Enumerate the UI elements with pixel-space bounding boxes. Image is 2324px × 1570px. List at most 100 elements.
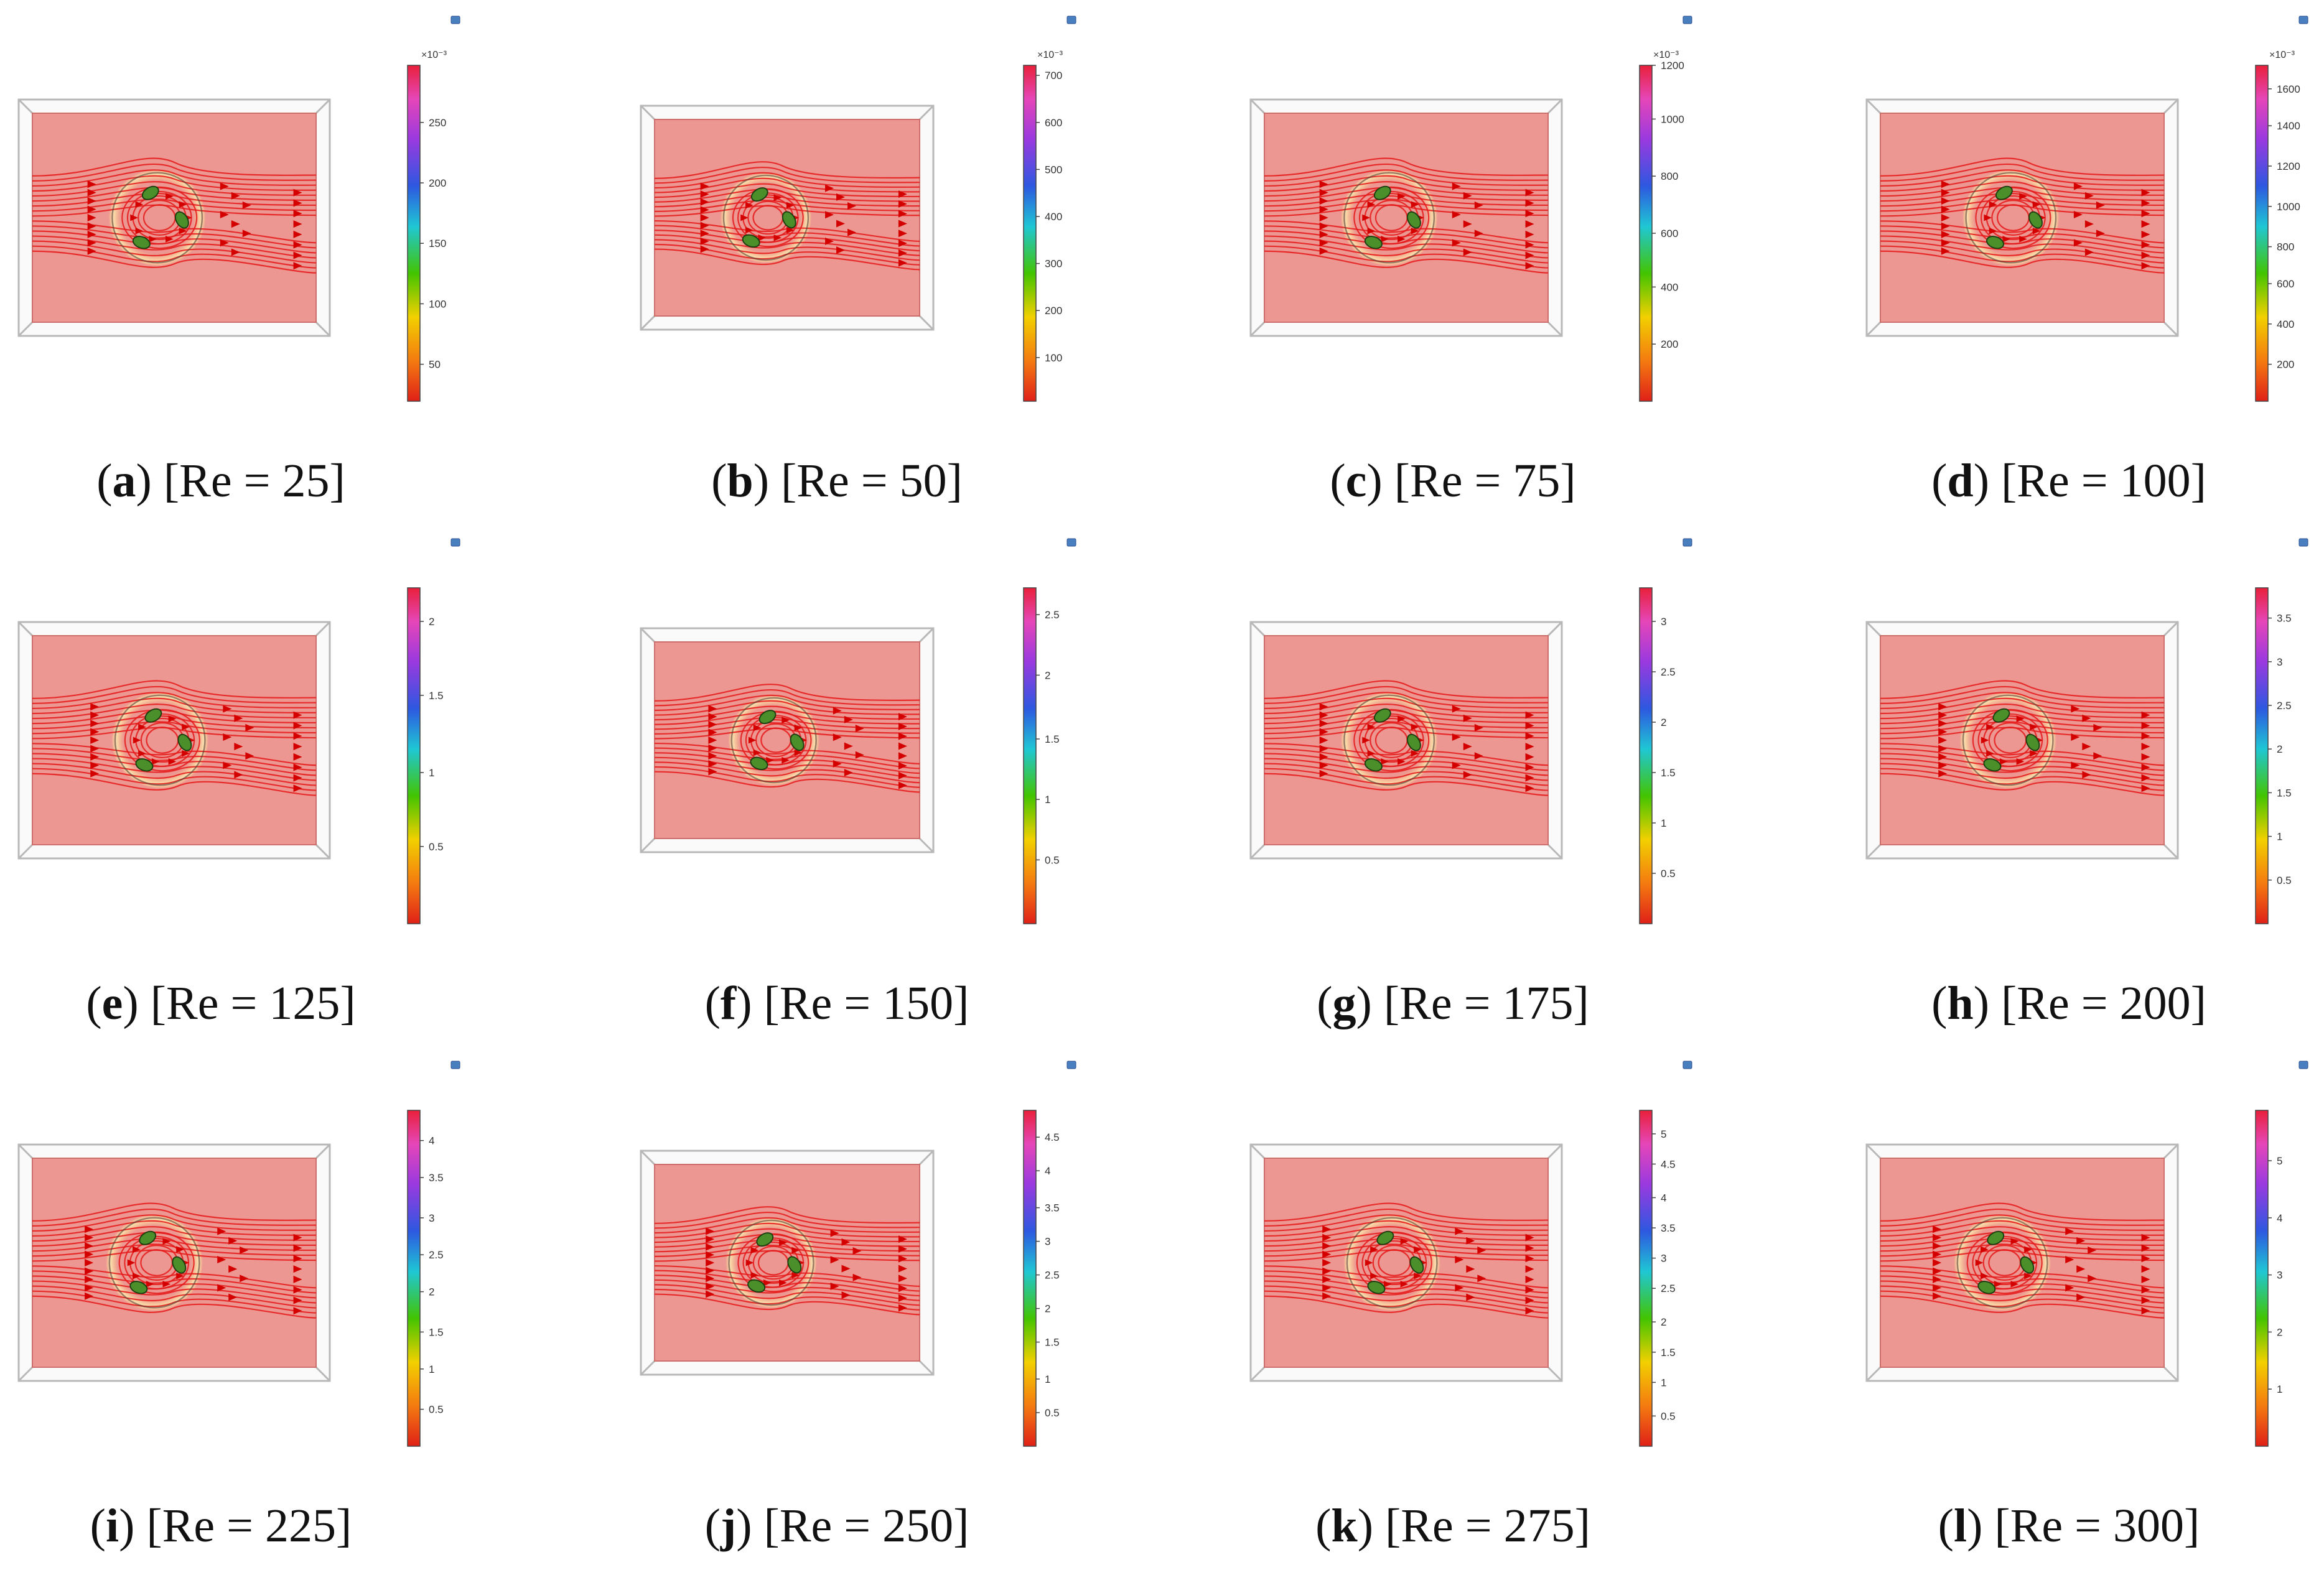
colorbar: ×10⁻³ 1600 1400 1200 1000 800 600 400 200 (2255, 50, 2300, 402)
panel-letter: (c) (1330, 455, 1394, 507)
rotating-cylinder (1343, 694, 1435, 786)
particles (742, 187, 796, 248)
panel-caption-text: [Re = 175] (1383, 977, 1589, 1029)
simulation-plot: 4 3.5 3 2.5 2 1.5 1 0.5 (17, 1061, 460, 1447)
colorbar-tick-label: 1 (2277, 1383, 2282, 1395)
panel-k: 5 4.5 4 3.5 3 2.5 2 1.5 1 0.5 (k) [Re = 275] (1232, 1045, 1848, 1561)
colorbar: 4 3.5 3 2.5 2 1.5 1 0.5 (407, 1110, 444, 1447)
colorbar-tick-label: 1.5 (1661, 1347, 1676, 1359)
software-logo-icon (1682, 1061, 1692, 1069)
colorbar-tick-label: 200 (429, 177, 446, 189)
panel-h: 3.5 3 2.5 2 1.5 1 0.5 (h) [Re = 200] (1848, 523, 2324, 1039)
simulation-plot: 5 4 3 2 1 (1865, 1061, 2308, 1447)
colorbar-tick-label: 400 (2277, 318, 2294, 330)
particles (747, 1232, 802, 1293)
software-logo-icon (1682, 538, 1692, 547)
colorbar-tick-label: 800 (2277, 241, 2294, 253)
colorbar-tick-label: 0.5 (1045, 1407, 1060, 1419)
software-logo-icon (1066, 1061, 1076, 1069)
software-logo-icon (1682, 16, 1692, 24)
colorbar-tick-label: 2.5 (2277, 700, 2292, 712)
panel-letter-text: h (1947, 977, 1974, 1029)
panel-letter: (a) (96, 455, 164, 507)
colorbar-tick-label: 4 (1045, 1165, 1050, 1177)
panel-letter: (j) (704, 1500, 764, 1552)
colorbar-tick-label: 4.5 (1045, 1131, 1060, 1143)
panel-a: ×10⁻³ 250 200 150 100 50 (a) [Re = 25] (0, 0, 616, 516)
colorbar-tick-label: 700 (1045, 70, 1062, 81)
flow-arrows (700, 182, 907, 267)
flow-arrows (708, 705, 907, 789)
panel-c: ×10⁻³ 1200 1000 800 600 400 200 (c) [Re = 75] (1232, 0, 1848, 516)
colorbar-tick-label: 2 (1045, 1303, 1050, 1315)
colorbar-tick-label: 0.5 (1045, 854, 1060, 866)
flow-arrows (87, 180, 302, 270)
particles (1364, 708, 1421, 772)
panel-caption-text: [Re = 250] (763, 1500, 969, 1552)
colorbar-tick-label: 0.5 (1661, 868, 1676, 880)
colorbar-tick-label: 2 (429, 616, 434, 628)
colorbar-tick-label: 4 (429, 1135, 434, 1147)
rotating-cylinder (1965, 172, 2057, 264)
colorbar-tick-label: 2 (429, 1286, 434, 1298)
colorbar-tick-label: 2.5 (1045, 609, 1060, 621)
panel-caption-text: [Re = 200] (2001, 977, 2206, 1029)
panel-letter-text: c (1345, 455, 1367, 507)
colorbar-tick-label: 200 (1045, 305, 1062, 317)
panel-letter: (k) (1315, 1500, 1385, 1552)
rotating-cylinder (722, 174, 810, 261)
colorbar-exponent: ×10⁻³ (1037, 50, 1063, 60)
panel-letter: (g) (1317, 977, 1384, 1029)
rotating-cylinder (730, 697, 817, 784)
rotating-cylinder (728, 1219, 814, 1306)
software-logo-icon (1066, 16, 1076, 24)
colorbar-tick-label: 2.5 (1661, 666, 1676, 678)
software-logo-icon (2298, 16, 2308, 24)
colorbar: 5 4.5 4 3.5 3 2.5 2 1.5 1 0.5 (1639, 1110, 1676, 1447)
panel-letter-text: d (1947, 455, 1974, 507)
particles (1367, 1230, 1424, 1294)
flow-arrows (90, 703, 302, 792)
particles (750, 710, 805, 771)
colorbar-tick-label: 600 (1045, 117, 1062, 129)
colorbar-tick-label: 3 (429, 1212, 434, 1224)
colorbar-tick-label: 4 (1661, 1192, 1666, 1204)
panel-letter-text: a (112, 455, 136, 507)
panel-letter-text: l (1953, 1500, 1967, 1552)
panel-letter-text: e (101, 977, 123, 1029)
rotating-cylinder (1962, 694, 2054, 786)
particles (135, 708, 192, 772)
panel-caption: (b) [Re = 50] (616, 454, 1058, 508)
simulation-plot: 3 2.5 2 1.5 1 0.5 (1249, 538, 1692, 924)
simulation-plot: 3.5 3 2.5 2 1.5 1 0.5 (1865, 538, 2308, 924)
colorbar-tick-label: 2.5 (429, 1249, 444, 1261)
panel-letter: (l) (1938, 1500, 1995, 1552)
colorbar-tick-label: 2 (2277, 1326, 2282, 1338)
panel-caption-text: [Re = 100] (2001, 455, 2206, 507)
colorbar-tick-label: 0.5 (429, 1404, 444, 1416)
colorbar: 5 4 3 2 1 (2255, 1110, 2282, 1447)
colorbar-tick-label: 3 (1661, 1253, 1666, 1265)
panel-letter-text: b (727, 455, 754, 507)
particles (132, 185, 189, 249)
colorbar-tick-label: 3.5 (429, 1172, 444, 1184)
colorbar-tick-label: 3 (2277, 656, 2282, 668)
panel-caption-text: [Re = 25] (163, 455, 345, 507)
colorbar-tick-label: 2.5 (1661, 1283, 1676, 1294)
panel-caption: (d) [Re = 100] (1848, 454, 2290, 508)
simulation-plot: ×10⁻³ 1600 1400 1200 1000 800 600 400 200 (1865, 16, 2308, 402)
colorbar-tick-label: 1 (429, 767, 434, 779)
panel-caption-text: [Re = 50] (781, 455, 963, 507)
panel-caption-text: [Re = 275] (1385, 1500, 1590, 1552)
colorbar-tick-label: 1000 (1661, 113, 1684, 125)
particles (1983, 708, 2040, 772)
rotating-cylinder (108, 1217, 200, 1309)
colorbar: ×10⁻³ 250 200 150 100 50 (407, 50, 447, 402)
panel-caption: (j) [Re = 250] (616, 1499, 1058, 1553)
colorbar-tick-label: 3 (1045, 1236, 1050, 1248)
panel-letter: (f) (704, 977, 764, 1029)
panel-letter: (i) (90, 1500, 147, 1552)
colorbar-tick-label: 1200 (1661, 60, 1684, 72)
